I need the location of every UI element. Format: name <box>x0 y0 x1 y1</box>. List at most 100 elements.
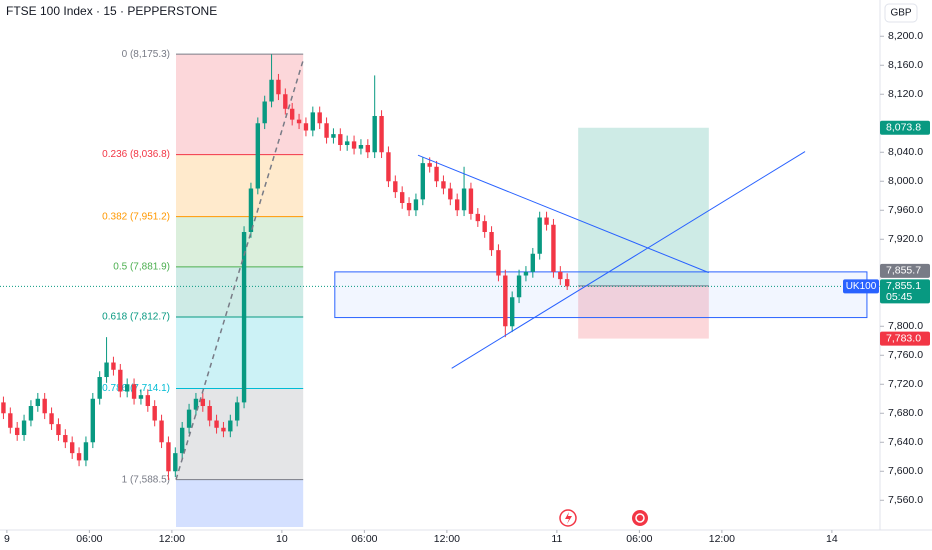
fib-label: 0.5 (7,881.9) <box>113 262 170 273</box>
candle-body <box>276 79 281 95</box>
x-tick-label: 14 <box>826 533 838 545</box>
candle-body <box>76 453 82 461</box>
event-icon-glyph <box>635 513 645 523</box>
currency-label: GBP <box>890 8 911 19</box>
candle-body <box>331 134 336 138</box>
candle-body <box>558 271 563 280</box>
candle-body <box>179 427 185 454</box>
candle-body <box>475 213 481 222</box>
candle-body <box>434 166 439 182</box>
candle-body <box>489 232 494 251</box>
fib-label: 0 (8,175.3) <box>122 49 170 60</box>
candle-body <box>228 420 233 432</box>
y-tick-label: 7,960.0 <box>888 204 923 216</box>
candle-body <box>303 123 309 131</box>
y-tick-label: 8,160.0 <box>888 59 923 71</box>
candle-body <box>317 112 322 124</box>
candle-body <box>193 398 199 410</box>
candle-body <box>310 112 316 131</box>
zone <box>334 271 868 319</box>
y-tick-label: 7,720.0 <box>888 378 923 390</box>
x-tick-label: 12:00 <box>159 533 185 545</box>
candle-body <box>200 398 206 407</box>
x-tick-label: 12:00 <box>434 533 460 545</box>
candle-body <box>372 116 377 153</box>
candle-body <box>1 402 6 414</box>
candle-body <box>83 442 89 461</box>
candle-body <box>97 377 102 399</box>
event-icon[interactable] <box>632 510 648 526</box>
plot: 0 (8,175.3) 0.236 (8,036.8) 0.382 (7,951.2… <box>0 49 880 527</box>
candle-body <box>221 427 226 432</box>
fib-band <box>176 216 304 267</box>
symbol-tag: UK100 <box>846 281 877 292</box>
candle-body <box>35 398 41 407</box>
candle-body <box>269 79 274 102</box>
candle-body <box>413 199 419 211</box>
candle-body <box>503 275 508 327</box>
fib-label: 0.382 (7,951.2) <box>102 211 170 222</box>
candle-body <box>234 402 240 421</box>
candle-body <box>406 203 412 211</box>
trend-line <box>451 151 806 369</box>
fib-band <box>176 317 304 389</box>
candle-body <box>166 442 171 472</box>
candle-body <box>104 362 109 378</box>
candle-body <box>296 119 302 124</box>
candle-body <box>173 453 178 472</box>
y-tick-label: 7,560.0 <box>888 494 923 506</box>
y-tick-label: 8,000.0 <box>888 175 923 187</box>
candle-body <box>118 369 123 392</box>
chart-title: FTSE 100 Index · 15 · PEPPERSTONE <box>6 4 217 18</box>
y-tick-label: 7,920.0 <box>888 233 923 245</box>
entry-label: 7,855.7 <box>886 265 921 277</box>
candle-body <box>138 395 144 399</box>
y-tick-label: 8,120.0 <box>888 88 923 100</box>
x-tick-label: 06:00 <box>626 533 652 545</box>
countdown: 05:45 <box>886 291 912 303</box>
candle-body <box>152 406 157 421</box>
candle-body <box>186 409 192 428</box>
candle-body <box>56 424 61 436</box>
y-tick-label: 7,600.0 <box>888 465 923 477</box>
x-tick-label: 06:00 <box>351 533 377 545</box>
fib-extension-band <box>176 479 304 527</box>
fib-label: 0.618 (7,812.7) <box>102 312 170 323</box>
fib-band <box>176 54 304 155</box>
candle-body <box>207 406 212 421</box>
y-tick-label: 7,680.0 <box>888 407 923 419</box>
x-tick-label: 9 <box>4 533 10 545</box>
candle-body <box>8 413 13 428</box>
candle-body <box>365 145 371 153</box>
candle-body <box>544 217 549 225</box>
symbol-tag-box <box>843 279 879 294</box>
x-tick-label: 06:00 <box>76 533 102 545</box>
candle-body <box>386 152 391 182</box>
last-price-label: 7,855.1 <box>886 280 921 292</box>
fib-band <box>176 266 304 318</box>
candle-body <box>379 116 384 153</box>
candle-body <box>283 94 288 109</box>
candle-body <box>324 123 329 138</box>
candle-body <box>63 435 68 443</box>
x-tick-label: 11 <box>551 533 562 545</box>
candle-body <box>523 271 529 276</box>
currency-button[interactable] <box>884 3 918 23</box>
x-tick-label: 12:00 <box>709 533 735 545</box>
candle-body <box>393 181 398 193</box>
y-tick-label: 7,760.0 <box>888 349 923 361</box>
candle-body <box>69 442 75 454</box>
candle-body <box>159 420 164 443</box>
candle-body <box>90 398 96 443</box>
candle-body <box>427 163 432 167</box>
candle-body <box>461 188 467 211</box>
x-tick-label: 10 <box>276 533 288 545</box>
candle-body <box>509 297 515 327</box>
target-label: 8,073.8 <box>886 122 921 134</box>
candle-body <box>344 141 350 146</box>
candle-body <box>454 199 460 211</box>
candle-body <box>468 188 474 214</box>
candle-body <box>289 108 295 120</box>
